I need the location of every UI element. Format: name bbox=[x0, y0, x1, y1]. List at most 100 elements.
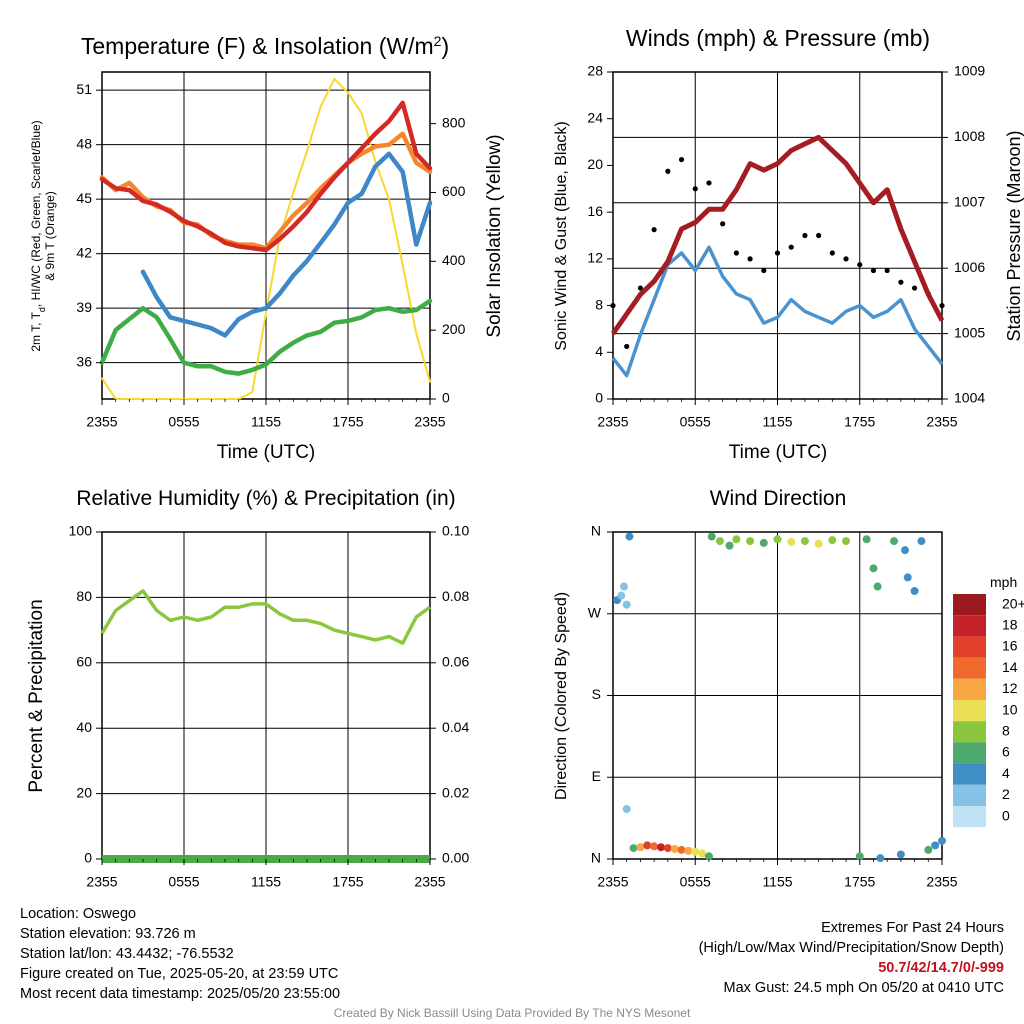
max-gust: Max Gust: 24.5 mph On 05/20 at 0410 UTC bbox=[723, 980, 1004, 996]
series-line-2m-t bbox=[99, 100, 433, 253]
y-tick-label: 36 bbox=[76, 353, 92, 369]
direction-point bbox=[625, 532, 634, 541]
direction-point bbox=[900, 546, 909, 555]
direction-point bbox=[691, 847, 700, 856]
y-tick-label: 16 bbox=[587, 203, 603, 219]
direction-point bbox=[862, 535, 871, 544]
direction-point bbox=[931, 841, 940, 850]
wind-direction-y-ticks: N E S W N bbox=[588, 523, 613, 866]
winds-x-axis-label: Time (UTC) bbox=[729, 442, 828, 463]
y-tick-label: 20 bbox=[587, 156, 603, 172]
direction-point bbox=[650, 842, 659, 851]
x-tick-label: 2355 bbox=[597, 414, 628, 430]
gust-point bbox=[829, 250, 835, 256]
gust-point bbox=[843, 256, 849, 262]
y2-tick-label: 1005 bbox=[954, 324, 985, 340]
direction-point bbox=[787, 537, 796, 546]
direction-point bbox=[643, 841, 652, 850]
y2-tick-label: 1008 bbox=[954, 128, 985, 144]
y2-tick-label: 0 bbox=[442, 390, 450, 406]
gust-point bbox=[774, 250, 781, 256]
gust-point bbox=[624, 343, 630, 350]
x-tick-label: 2355 bbox=[86, 874, 117, 890]
temperature-x-ticks: 2355 0555 1155 1755 2355 bbox=[86, 399, 446, 430]
direction-point bbox=[910, 587, 919, 596]
series-line-station-pressure bbox=[610, 134, 945, 336]
direction-point bbox=[903, 573, 912, 582]
direction-point bbox=[698, 849, 707, 858]
humidity-panel: Relative Humidity (%) & Precipitation (i… bbox=[26, 487, 469, 890]
y2-tick-label: 600 bbox=[442, 183, 466, 199]
gust-point bbox=[911, 285, 918, 291]
direction-point bbox=[876, 854, 885, 863]
x-tick-label: 0555 bbox=[168, 414, 199, 430]
direction-point bbox=[855, 852, 864, 861]
precip-right-ticks: 0.00 0.02 0.04 0.06 0.08 0.10 bbox=[430, 523, 469, 866]
gust-point bbox=[898, 279, 904, 285]
direction-point bbox=[663, 844, 672, 853]
y-tick-label: 60 bbox=[76, 654, 92, 670]
winds-left-axis-label: Sonic Wind & Gust (Blue, Black) bbox=[553, 121, 570, 350]
winds-left-ticks: 0 4 8 12 16 20 24 28 bbox=[587, 63, 613, 406]
y2-tick-label: 0.06 bbox=[442, 654, 469, 670]
gust-point bbox=[761, 267, 767, 274]
legend-swatch bbox=[953, 784, 986, 806]
direction-point bbox=[890, 537, 899, 546]
direction-point bbox=[656, 843, 665, 852]
legend-swatch bbox=[953, 742, 986, 764]
y2-tick-label: 0.00 bbox=[442, 850, 469, 866]
legend-swatch bbox=[953, 806, 986, 828]
svg-text:2m T, Td, HI/WC (Red, Green, S: 2m T, Td, HI/WC (Red, Green, Scarlet/Blu… bbox=[29, 120, 47, 351]
direction-point bbox=[684, 846, 693, 855]
direction-point bbox=[938, 836, 946, 845]
insolation-right-ticks: 0 200 400 600 800 bbox=[430, 114, 466, 406]
x-tick-label: 1755 bbox=[332, 414, 363, 430]
gust-point bbox=[747, 256, 753, 262]
speed-legend: 20+ 18 16 14 12 10 8 6 4 2 0 bbox=[953, 594, 1024, 828]
winds-grid bbox=[613, 72, 942, 399]
station-info: Location: Oswego Station elevation: 93.7… bbox=[20, 904, 340, 1004]
legend-label: 0 bbox=[1002, 807, 1010, 823]
y-tick-label: 45 bbox=[76, 190, 92, 206]
winds-panel: Winds (mph) & Pressure (mb) 0 4 8 12 16 20 24 2… bbox=[553, 25, 1024, 463]
y-tick-label: N bbox=[591, 850, 601, 866]
temperature-left-ticks: 36 39 42 45 48 51 bbox=[76, 81, 102, 369]
y-tick-label: 24 bbox=[587, 109, 603, 125]
x-tick-label: 2355 bbox=[414, 414, 445, 430]
legend-swatch bbox=[953, 657, 986, 679]
extremes-block: Extremes For Past 24 Hours (High/Low/Max… bbox=[484, 918, 1004, 998]
humidity-title: Relative Humidity (%) & Precipitation (i… bbox=[76, 487, 455, 510]
direction-point bbox=[773, 535, 782, 544]
wind-direction-title: Wind Direction bbox=[710, 487, 847, 510]
direction-point bbox=[924, 845, 933, 854]
direction-point bbox=[636, 843, 645, 852]
direction-point bbox=[725, 541, 734, 550]
y2-tick-label: 0.08 bbox=[442, 588, 469, 604]
y-tick-label: 80 bbox=[76, 588, 92, 604]
series-line-relative-humidity bbox=[100, 589, 432, 645]
direction-point bbox=[670, 845, 679, 854]
y-tick-label: W bbox=[588, 604, 602, 620]
y2-tick-label: 0.04 bbox=[442, 719, 469, 735]
wind-direction-x-ticks: 2355 0555 1155 1755 2355 bbox=[597, 859, 958, 890]
y2-tick-label: 1004 bbox=[954, 390, 985, 406]
legend-label: 4 bbox=[1002, 765, 1010, 781]
legend-label: 8 bbox=[1002, 723, 1010, 739]
legend-label: 14 bbox=[1002, 659, 1018, 675]
direction-point bbox=[704, 852, 713, 861]
y-tick-label: 42 bbox=[76, 244, 92, 260]
legend-swatch bbox=[953, 615, 986, 637]
gust-point bbox=[720, 221, 726, 227]
legend-label: 10 bbox=[1002, 701, 1018, 717]
gust-point bbox=[733, 250, 739, 256]
y-tick-label: 0 bbox=[595, 390, 603, 406]
y-tick-label: N bbox=[591, 523, 601, 539]
x-tick-label: 1755 bbox=[844, 414, 875, 430]
direction-point bbox=[677, 845, 686, 854]
legend-swatch bbox=[953, 700, 986, 722]
x-tick-label: 2355 bbox=[926, 874, 957, 890]
gust-point bbox=[706, 180, 712, 186]
y2-tick-label: 1009 bbox=[954, 63, 985, 79]
gust-point bbox=[884, 267, 890, 274]
